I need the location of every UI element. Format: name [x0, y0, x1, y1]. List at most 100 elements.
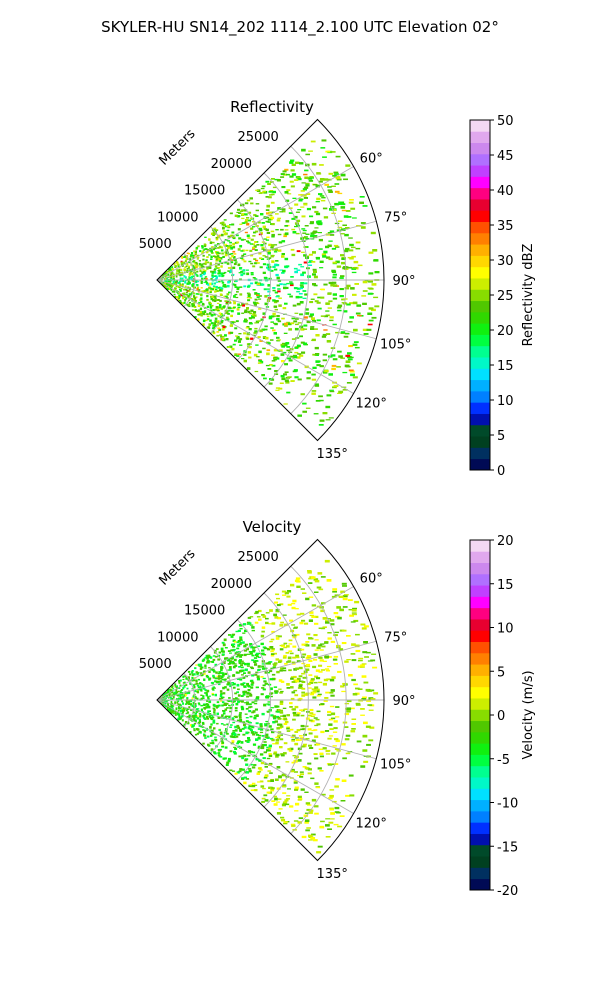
reflectivity-data-cell	[332, 358, 338, 361]
velocity-data-cell	[335, 716, 340, 718]
velocity-data-cell	[212, 689, 215, 691]
reflectivity-data-cell	[220, 336, 223, 338]
reflectivity-data-cell	[305, 407, 311, 409]
velocity-data-cell	[273, 803, 278, 806]
reflectivity-data-cell	[261, 283, 265, 286]
velocity-data-cell	[332, 591, 337, 593]
reflectivity-data-cell	[218, 252, 221, 255]
reflectivity-data-cell	[188, 273, 191, 276]
velocity-data-cell	[262, 615, 267, 618]
reflectivity-data-cell	[223, 295, 226, 297]
velocity-data-cell	[288, 650, 293, 652]
velocity-data-cell	[319, 770, 324, 772]
velocity-data-cell	[293, 675, 297, 679]
velocity-data-cell	[343, 594, 349, 596]
reflectivity-data-cell	[237, 248, 241, 251]
reflectivity-data-cell	[223, 305, 226, 308]
velocity-data-cell	[190, 703, 192, 706]
velocity-data-cell	[188, 691, 191, 695]
velocity-data-cell	[325, 753, 331, 755]
velocity-data-cell	[255, 734, 260, 736]
reflectivity-colorbar-tick-label: 0	[497, 464, 505, 479]
velocity-data-cell	[197, 678, 200, 681]
reflectivity-data-cell	[252, 220, 256, 223]
reflectivity-data-cell	[241, 217, 245, 220]
velocity-data-cell	[278, 660, 282, 663]
reflectivity-data-cell	[180, 279, 183, 282]
reflectivity-data-cell	[268, 211, 273, 214]
reflectivity-data-cell	[173, 263, 176, 266]
reflectivity-data-cell	[271, 178, 275, 180]
reflectivity-data-cell	[336, 203, 342, 205]
reflectivity-data-cell	[352, 301, 358, 305]
velocity-data-cell	[255, 610, 259, 614]
reflectivity-data-cell	[239, 293, 243, 296]
velocity-data-cell	[168, 694, 171, 698]
reflectivity-data-cell	[274, 178, 279, 181]
velocity-azimuth-tick-label: 120°	[356, 817, 387, 832]
velocity-data-cell	[232, 770, 236, 772]
reflectivity-data-cell	[212, 241, 215, 244]
velocity-data-cell	[265, 612, 270, 614]
velocity-data-cell	[273, 613, 277, 617]
velocity-data-cell	[305, 738, 310, 740]
velocity-data-cell	[211, 716, 215, 719]
velocity-data-cell	[235, 651, 239, 653]
velocity-data-cell	[302, 727, 307, 731]
velocity-data-cell	[247, 686, 251, 688]
velocity-data-cell	[242, 682, 246, 684]
velocity-azimuth-spoke	[156, 699, 377, 760]
velocity-data-cell	[168, 693, 171, 696]
velocity-data-cell	[174, 701, 176, 704]
reflectivity-data-cell	[309, 177, 314, 179]
velocity-data-cell	[195, 671, 198, 674]
velocity-data-cell	[328, 723, 333, 726]
reflectivity-data-cell	[237, 303, 240, 306]
velocity-data-cell	[292, 656, 296, 659]
velocity-data-cell	[249, 643, 253, 645]
reflectivity-data-cell	[203, 243, 207, 245]
velocity-data-cell	[232, 698, 235, 700]
velocity-data-cell	[313, 753, 318, 755]
velocity-data-cell	[218, 704, 221, 707]
velocity-data-cell	[314, 615, 319, 618]
reflectivity-data-cell	[322, 359, 327, 362]
reflectivity-data-cell	[219, 257, 223, 260]
velocity-range-tick-label: 20000	[211, 577, 252, 592]
velocity-data-cell	[260, 745, 265, 748]
velocity-data-cell	[239, 719, 243, 722]
reflectivity-data-cell	[253, 302, 257, 305]
velocity-data-cell	[196, 673, 200, 675]
reflectivity-data-cell	[303, 186, 309, 189]
reflectivity-data-cell	[220, 288, 223, 292]
velocity-data-cell	[203, 688, 206, 690]
velocity-data-cell	[279, 725, 284, 728]
reflectivity-data-cell	[289, 295, 293, 298]
velocity-data-cell	[322, 626, 327, 628]
reflectivity-data-cell	[180, 289, 182, 292]
velocity-data-cell	[210, 714, 214, 717]
reflectivity-data-cell	[266, 236, 270, 239]
reflectivity-data-cell	[291, 253, 296, 257]
reflectivity-data-cell	[272, 312, 276, 316]
reflectivity-data-cell	[197, 318, 200, 321]
velocity-data-cell	[316, 723, 321, 726]
reflectivity-data-cell	[243, 209, 248, 212]
reflectivity-data-cell	[257, 320, 261, 322]
velocity-data-cell	[259, 753, 264, 756]
reflectivity-data-cell	[324, 183, 329, 186]
reflectivity-data-cell	[325, 419, 331, 421]
reflectivity-data-cell	[233, 301, 236, 305]
reflectivity-data-cell	[201, 263, 204, 266]
reflectivity-data-cell	[216, 331, 220, 333]
velocity-data-cell	[235, 715, 238, 719]
velocity-colorbar-segment	[470, 743, 490, 755]
velocity-data-cell	[215, 680, 219, 684]
velocity-data-cell	[345, 794, 350, 797]
velocity-data-cell	[186, 702, 188, 704]
velocity-data-cell	[182, 675, 185, 678]
velocity-data-cell	[282, 707, 287, 709]
reflectivity-data-cell	[196, 265, 199, 267]
reflectivity-data-cell	[180, 288, 183, 290]
reflectivity-data-cell	[307, 261, 312, 264]
